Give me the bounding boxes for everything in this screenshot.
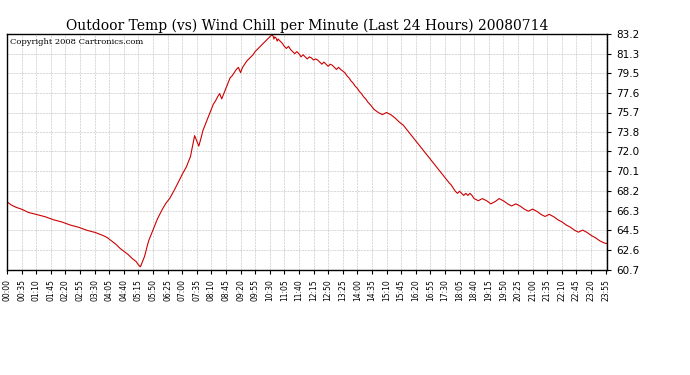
Text: Copyright 2008 Cartronics.com: Copyright 2008 Cartronics.com bbox=[10, 39, 143, 46]
Title: Outdoor Temp (vs) Wind Chill per Minute (Last 24 Hours) 20080714: Outdoor Temp (vs) Wind Chill per Minute … bbox=[66, 18, 549, 33]
